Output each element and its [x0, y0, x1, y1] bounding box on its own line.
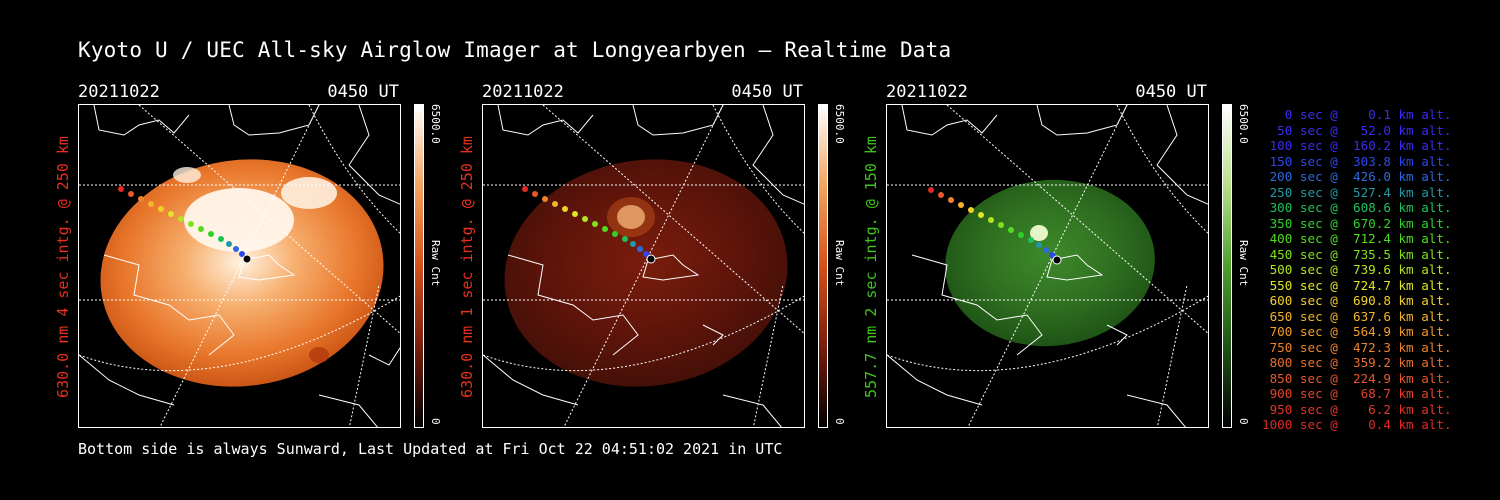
panel-2-colorbar-unit: Raw Cnt: [833, 240, 846, 287]
trajectory-entry: 250 sec @ 527.4 km alt.: [1262, 184, 1452, 200]
trajectory-entry: 900 sec @ 68.7 km alt.: [1262, 386, 1452, 401]
grid-lines: [79, 105, 400, 427]
trajectory-entry: 950 sec @ 6.2 km alt.: [1262, 401, 1452, 417]
panel-3-colorbar-max: 6500.0: [1237, 104, 1250, 144]
trajectory-legend: 0 sec @ 0.1 km alt. 50 sec @ 52.0 km alt…: [1262, 107, 1452, 433]
trajectory-entry: 700 sec @ 564.9 km alt.: [1262, 324, 1452, 339]
coastlines: [483, 105, 804, 427]
satellite-track: [522, 186, 656, 264]
panel-3-colorbar-min: 0: [1237, 418, 1250, 425]
trajectory-entry: 300 sec @ 608.6 km alt.: [1262, 200, 1452, 215]
panel-3-time: 0450 UT: [1135, 82, 1207, 102]
panel-2-colorbar-min: 0: [833, 418, 846, 425]
trajectory-entry: 500 sec @ 739.6 km alt.: [1262, 262, 1452, 277]
panel-1-colorbar: [414, 104, 424, 428]
trajectory-entry: 200 sec @ 426.0 km alt.: [1262, 169, 1452, 184]
panel-2-time: 0450 UT: [731, 82, 803, 102]
footer-status: Bottom side is always Sunward, Last Upda…: [78, 440, 783, 458]
coastlines: [79, 105, 400, 427]
satellite-track: [928, 187, 1062, 265]
trajectory-entry: 800 sec @ 359.2 km alt.: [1262, 355, 1452, 370]
panel-1-colorbar-unit: Raw Cnt: [429, 240, 442, 287]
trajectory-entry: 650 sec @ 637.6 km alt.: [1262, 308, 1452, 324]
trajectory-entry: 750 sec @ 472.3 km alt.: [1262, 339, 1452, 355]
panel-2-colorbar: [818, 104, 828, 428]
grid-lines: [483, 105, 804, 427]
trajectory-entry: 150 sec @ 303.8 km alt.: [1262, 153, 1452, 169]
trajectory-entry: 450 sec @ 735.5 km alt.: [1262, 246, 1452, 262]
panel-3-colorbar: [1222, 104, 1232, 428]
panel-1-colorbar-max: 6500.0: [429, 104, 442, 144]
panel-3-wavelength-label: 557.7 nm 2 sec intg. @ 150 km: [862, 136, 880, 398]
panel-2-wavelength-label: 630.0 nm 1 sec intg. @ 250 km: [458, 136, 476, 398]
panel-2-colorbar-max: 6500.0: [833, 104, 846, 144]
trajectory-entry: 350 sec @ 670.2 km alt.: [1262, 215, 1452, 231]
panel-3-allsky-image: [886, 104, 1209, 428]
panel-1-colorbar-min: 0: [429, 418, 442, 425]
trajectory-entry: 550 sec @ 724.7 km alt.: [1262, 277, 1452, 293]
panel-1-date: 20211022: [78, 82, 160, 102]
panel-1-wavelength-label: 630.0 nm 4 sec intg. @ 250 km: [54, 136, 72, 398]
coastlines: [887, 105, 1208, 427]
trajectory-entry: 600 sec @ 690.8 km alt.: [1262, 293, 1452, 308]
trajectory-entry: 1000 sec @ 0.4 km alt.: [1262, 417, 1452, 432]
trajectory-entry: 400 sec @ 712.4 km alt.: [1262, 231, 1452, 246]
panel-1-time: 0450 UT: [327, 82, 399, 102]
trajectory-entry: 100 sec @ 160.2 km alt.: [1262, 138, 1452, 153]
trajectory-entry: 0 sec @ 0.1 km alt.: [1262, 107, 1452, 122]
panel-1-allsky-image: [78, 104, 401, 428]
panel-3-colorbar-unit: Raw Cnt: [1237, 240, 1250, 287]
satellite-track: [118, 186, 252, 264]
trajectory-entry: 50 sec @ 52.0 km alt.: [1262, 122, 1452, 138]
panel-2-allsky-image: [482, 104, 805, 428]
panel-2-date: 20211022: [482, 82, 564, 102]
page-title: Kyoto U / UEC All-sky Airglow Imager at …: [78, 38, 952, 62]
trajectory-entry: 850 sec @ 224.9 km alt.: [1262, 370, 1452, 386]
grid-lines: [887, 105, 1208, 427]
panel-3-date: 20211022: [886, 82, 968, 102]
